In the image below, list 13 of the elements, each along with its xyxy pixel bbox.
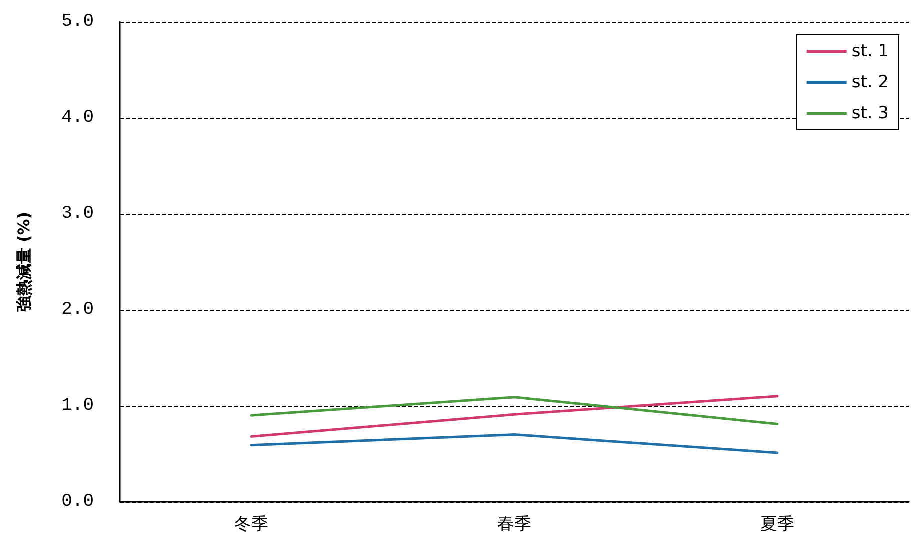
y-axis-title: 強熱減量 (%) [14,212,34,312]
x-tick-label: 春季 [498,514,532,534]
legend-label: st. 1 [852,42,890,62]
y-tick-label: 3.0 [62,204,94,224]
y-tick-label: 4.0 [62,108,94,128]
x-tick-label: 冬季 [234,514,268,534]
y-tick-label: 0.0 [62,492,94,512]
x-tick-label: 夏季 [760,514,794,534]
legend-label: st. 3 [852,104,890,124]
legend-label: st. 2 [852,72,890,92]
y-tick-label: 2.0 [62,300,94,320]
y-tick-label: 1.0 [62,396,94,416]
y-tick-label: 5.0 [62,12,94,32]
